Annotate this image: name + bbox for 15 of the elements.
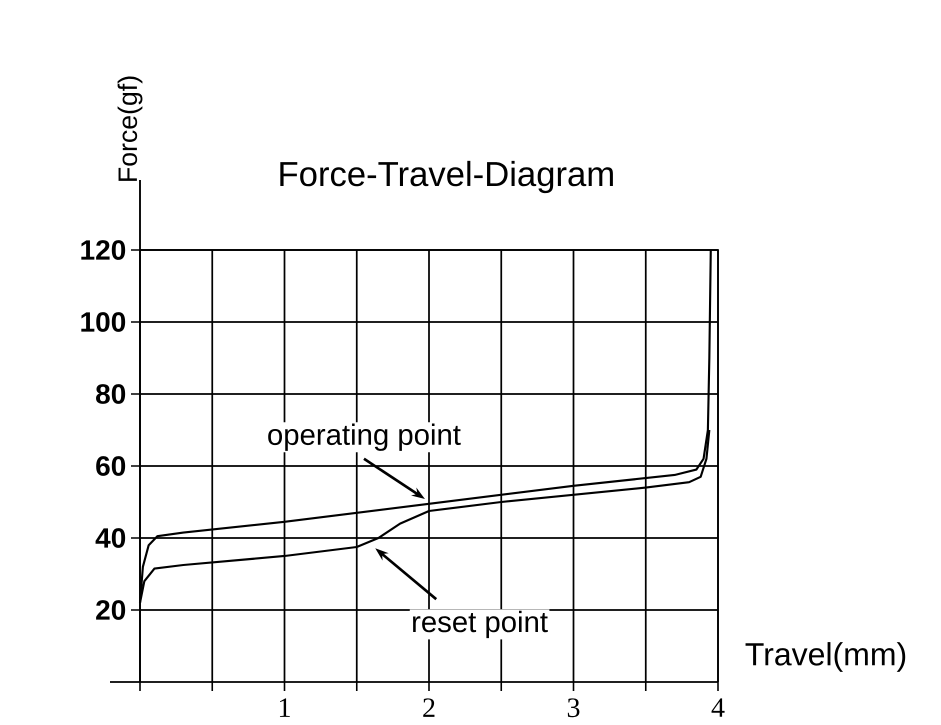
annotation: operating point xyxy=(268,424,461,451)
x-tick-label: 1 xyxy=(280,698,290,717)
y-tick-label: 20 xyxy=(96,600,126,620)
y-tick-label: 120 xyxy=(81,240,126,260)
annotation: reset point xyxy=(413,610,548,638)
chart-title: Force-Travel-Diagram xyxy=(280,160,613,194)
y-axis-title: Force(gf) xyxy=(118,76,142,181)
x-axis-title: Travel(mm) xyxy=(746,642,906,672)
y-tick-label: 40 xyxy=(96,528,126,548)
x-tick-label: 4 xyxy=(712,698,725,717)
y-tick-label: 80 xyxy=(96,384,126,404)
x-tick-label: 3 xyxy=(568,698,580,718)
y-tick-label: 60 xyxy=(96,456,126,476)
x-tick-label: 2 xyxy=(423,698,434,717)
y-tick-label: 100 xyxy=(81,312,126,332)
